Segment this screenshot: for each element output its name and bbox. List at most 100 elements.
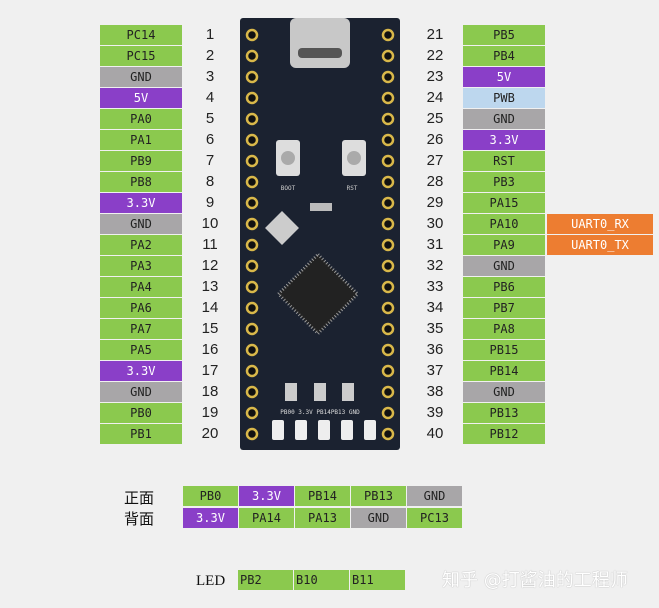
pin-label: PA4	[100, 277, 182, 297]
pin-number: 5	[205, 110, 215, 127]
led-pin: B11	[350, 570, 405, 590]
board-bottom-text: PB00 3.3V PB14PB13 GND	[280, 409, 360, 416]
usb-c-connector	[290, 18, 350, 68]
pin-label: PB9	[100, 151, 182, 171]
watermark: 知乎 @打酱油的工程师	[442, 570, 628, 591]
pin-label: PA9	[463, 235, 545, 255]
header-hole	[245, 259, 259, 273]
header-hole	[381, 427, 395, 441]
pin-number: 24	[426, 89, 444, 106]
pin-number: 40	[426, 425, 444, 442]
header-hole	[245, 238, 259, 252]
pin-label: GND	[100, 382, 182, 402]
back-pin: PC13	[407, 508, 462, 528]
back-label: 背面	[124, 510, 155, 528]
pin-label: PWB	[463, 88, 545, 108]
header-hole	[245, 385, 259, 399]
header-hole	[245, 175, 259, 189]
pin-label: PA15	[463, 193, 545, 213]
header-hole	[245, 217, 259, 231]
header-hole	[245, 427, 259, 441]
led-pin: B10	[294, 570, 349, 590]
header-hole	[245, 49, 259, 63]
header-hole	[381, 49, 395, 63]
board-photo: BOOT RST PB00 3.3V PB14PB13 GND	[240, 18, 400, 450]
pin-label: PA7	[100, 319, 182, 339]
header-hole	[381, 91, 395, 105]
pin-number: 17	[201, 362, 219, 379]
pin-label: PA10	[463, 214, 545, 234]
header-hole	[381, 175, 395, 189]
pin-number: 2	[205, 47, 215, 64]
pin-number: 25	[426, 110, 444, 127]
header-hole	[245, 28, 259, 42]
pin-number: 27	[426, 152, 444, 169]
pin-number: 21	[426, 26, 444, 43]
uart-label: UART0_RX	[547, 214, 653, 234]
pin-label: GND	[463, 256, 545, 276]
pin-number: 23	[426, 68, 444, 85]
pin-number: 15	[201, 320, 219, 337]
pin-label: RST	[463, 151, 545, 171]
pin-number: 36	[426, 341, 444, 358]
pin-number: 32	[426, 257, 444, 274]
header-hole	[381, 238, 395, 252]
pin-number: 14	[201, 299, 219, 316]
pin-number: 34	[426, 299, 444, 316]
pin-number: 12	[201, 257, 219, 274]
pin-label: 3.3V	[100, 361, 182, 381]
header-hole	[381, 217, 395, 231]
pin-label: 3.3V	[463, 130, 545, 150]
led-label: LED	[196, 573, 226, 589]
pin-number: 37	[426, 362, 444, 379]
pin-label: GND	[463, 382, 545, 402]
pin-label: 5V	[100, 88, 182, 108]
pin-label: PB4	[463, 46, 545, 66]
header-hole	[245, 91, 259, 105]
boot-text: BOOT	[281, 185, 296, 192]
header-hole	[245, 70, 259, 84]
header-hole	[381, 322, 395, 336]
front-pin: PB13	[351, 486, 406, 506]
pin-number: 38	[426, 383, 444, 400]
pin-number: 11	[202, 236, 218, 253]
back-pin: 3.3V	[183, 508, 238, 528]
pin-label: PB5	[463, 25, 545, 45]
front-pin: PB14	[295, 486, 350, 506]
pin-number: 9	[205, 194, 215, 211]
pin-label: 3.3V	[100, 193, 182, 213]
pin-label: PB1	[100, 424, 182, 444]
pin-number: 16	[201, 341, 219, 358]
pin-number: 1	[205, 26, 215, 43]
header-hole	[381, 28, 395, 42]
header-hole	[381, 133, 395, 147]
pin-number: 35	[426, 320, 444, 337]
pin-label: PB14	[463, 361, 545, 381]
pin-label: GND	[100, 67, 182, 87]
header-hole	[381, 196, 395, 210]
pin-label: PB8	[100, 172, 182, 192]
header-hole	[381, 343, 395, 357]
pin-number: 13	[201, 278, 219, 295]
header-hole	[381, 280, 395, 294]
pin-label: PA5	[100, 340, 182, 360]
pin-label: 5V	[463, 67, 545, 87]
header-hole	[381, 112, 395, 126]
pin-label: PB3	[463, 172, 545, 192]
front-pin: PB0	[183, 486, 238, 506]
pin-label: PA1	[100, 130, 182, 150]
pin-label: PB12	[463, 424, 545, 444]
pin-label: PB13	[463, 403, 545, 423]
header-hole	[381, 385, 395, 399]
header-hole	[381, 259, 395, 273]
front-pin: 3.3V	[239, 486, 294, 506]
pin-number: 26	[426, 131, 444, 148]
pin-number: 7	[205, 152, 215, 169]
led-pin: PB2	[238, 570, 293, 590]
uart-label: UART0_TX	[547, 235, 653, 255]
header-hole	[381, 406, 395, 420]
header-hole	[381, 301, 395, 315]
pin-number: 39	[426, 404, 444, 421]
pin-label: PA2	[100, 235, 182, 255]
